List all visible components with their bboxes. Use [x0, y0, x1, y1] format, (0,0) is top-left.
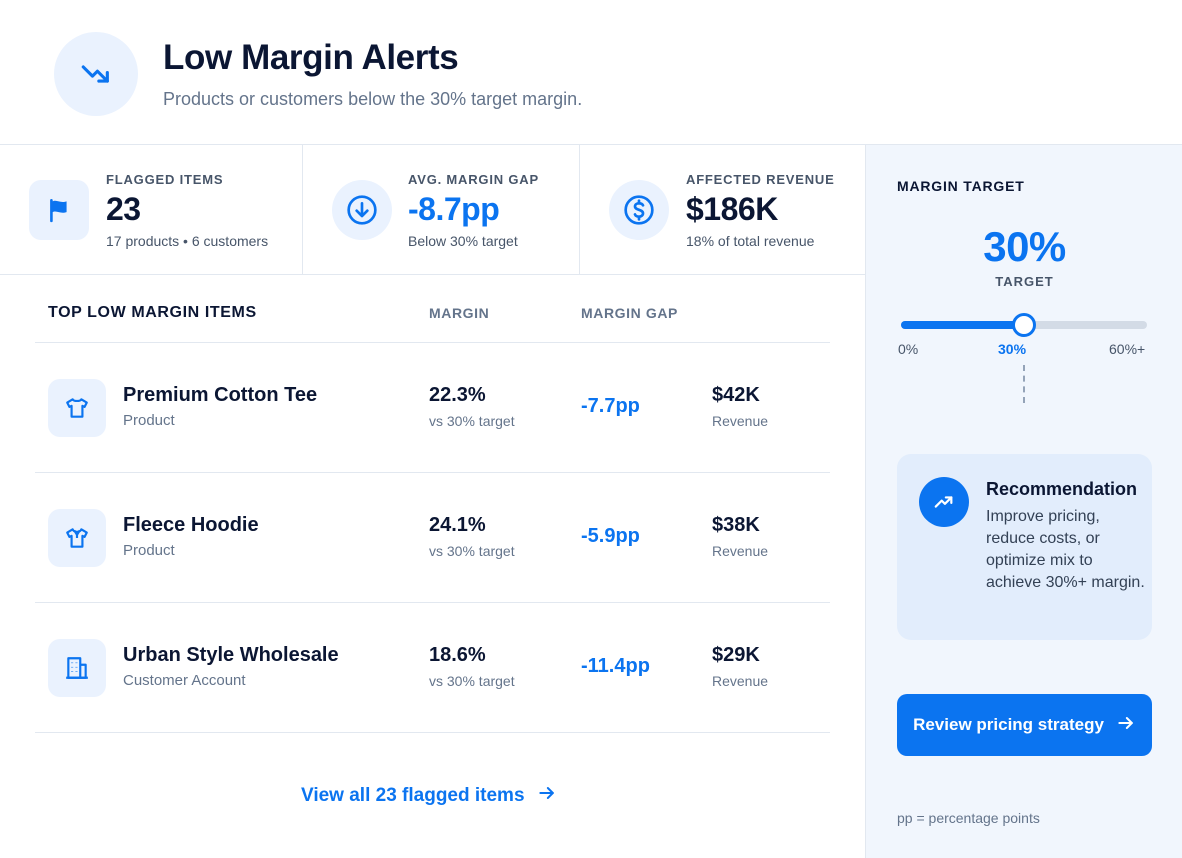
stat-label: FLAGGED ITEMS [106, 172, 224, 187]
slider-tick-min: 0% [898, 341, 919, 357]
table-title: TOP LOW MARGIN ITEMS [48, 304, 257, 321]
hoodie-icon [48, 509, 106, 567]
trending-up-icon [919, 477, 969, 527]
item-margin-gap: -7.7pp [581, 395, 640, 417]
item-margin: 22.3% [429, 384, 486, 406]
stat-sub: 17 products • 6 customers [106, 233, 269, 249]
view-all-label: View all 23 flagged items [301, 785, 525, 806]
dollar-circle-icon [609, 180, 669, 240]
divider [35, 342, 830, 343]
divider [35, 732, 830, 733]
tshirt-icon [48, 379, 106, 437]
item-name: Premium Cotton Tee [123, 384, 318, 406]
panel-title: MARGIN TARGET [897, 178, 1025, 194]
target-label: TARGET [995, 274, 1054, 289]
item-margin: 24.1% [429, 514, 486, 536]
slider-handle[interactable] [1012, 313, 1036, 337]
footnote: pp = percentage points [897, 810, 1040, 826]
page-title: Low Margin Alerts [163, 38, 459, 77]
stat-sub: Below 30% target [408, 233, 518, 249]
item-revenue-sub: Revenue [712, 673, 769, 689]
recommendation-card: Recommendation Improve pricing, reduce c… [897, 454, 1152, 640]
arrow-right-icon [537, 783, 557, 809]
stat-divider [579, 145, 580, 275]
stat-divider [302, 145, 303, 275]
item-revenue-sub: Revenue [712, 413, 769, 429]
stat-sub: 18% of total revenue [686, 233, 815, 249]
recommendation-text: Improve pricing, reduce costs, or optimi… [986, 508, 1145, 591]
item-revenue: $42K [712, 384, 760, 406]
item-name: Urban Style Wholesale [123, 644, 339, 666]
item-margin-gap: -11.4pp [581, 655, 650, 677]
button-label: Review pricing strategy [913, 715, 1104, 734]
table-row[interactable]: Fleece Hoodie Product 24.1% vs 30% targe… [35, 473, 830, 602]
item-margin-sub: vs 30% target [429, 413, 515, 429]
item-margin: 18.6% [429, 644, 486, 666]
item-margin-gap: -5.9pp [581, 525, 640, 547]
review-pricing-strategy-button[interactable]: Review pricing strategy [897, 694, 1152, 756]
stat-value: 23 [106, 191, 141, 227]
stat-label: AFFECTED REVENUE [686, 172, 835, 187]
arrow-down-circle-icon [332, 180, 392, 240]
view-all-flagged-link[interactable]: View all 23 flagged items [301, 783, 557, 809]
item-revenue: $29K [712, 644, 760, 666]
slider-tick-target: 30% [998, 341, 1027, 357]
stats-strip: FLAGGED ITEMS 23 17 products • 6 custome… [0, 145, 865, 275]
slider-tick-max: 60%+ [1109, 341, 1146, 357]
target-value: 30% [983, 223, 1066, 270]
item-type: Product [123, 542, 175, 559]
recommendation-title: Recommendation [986, 479, 1138, 499]
item-revenue: $38K [712, 514, 760, 536]
flag-icon [29, 180, 89, 240]
page-subtitle: Products or customers below the 30% targ… [163, 89, 583, 109]
building-icon [48, 639, 106, 697]
item-type: Customer Account [123, 672, 246, 689]
table-row[interactable]: Urban Style Wholesale Customer Account 1… [35, 603, 830, 732]
column-header-margin: MARGIN [429, 305, 490, 321]
divider [35, 472, 830, 473]
item-margin-sub: vs 30% target [429, 543, 515, 559]
item-margin-sub: vs 30% target [429, 673, 515, 689]
arrow-right-icon [1116, 713, 1136, 738]
margin-target-panel: MARGIN TARGET 30% TARGET 0% 30% 60%+ Rec… [865, 145, 1182, 858]
stat-affected-revenue: AFFECTED REVENUE $186K 18% of total reve… [580, 145, 865, 275]
slider-fill [901, 321, 1024, 329]
item-revenue-sub: Revenue [712, 543, 769, 559]
stat-value: $186K [686, 191, 778, 227]
target-marker [1023, 365, 1025, 403]
divider [35, 602, 830, 603]
column-header-margin-gap: MARGIN GAP [581, 305, 678, 321]
page-header: Low Margin Alerts Products or customers … [0, 0, 1182, 145]
table-row[interactable]: Premium Cotton Tee Product 22.3% vs 30% … [35, 343, 830, 472]
trending-down-icon [54, 32, 138, 116]
item-name: Fleece Hoodie [123, 514, 259, 536]
stat-flagged-items: FLAGGED ITEMS 23 17 products • 6 custome… [0, 145, 302, 275]
stat-avg-margin-gap: AVG. MARGIN GAP -8.7pp Below 30% target [303, 145, 579, 275]
stat-label: AVG. MARGIN GAP [408, 172, 539, 187]
item-type: Product [123, 412, 175, 429]
stat-value: -8.7pp [408, 191, 500, 227]
